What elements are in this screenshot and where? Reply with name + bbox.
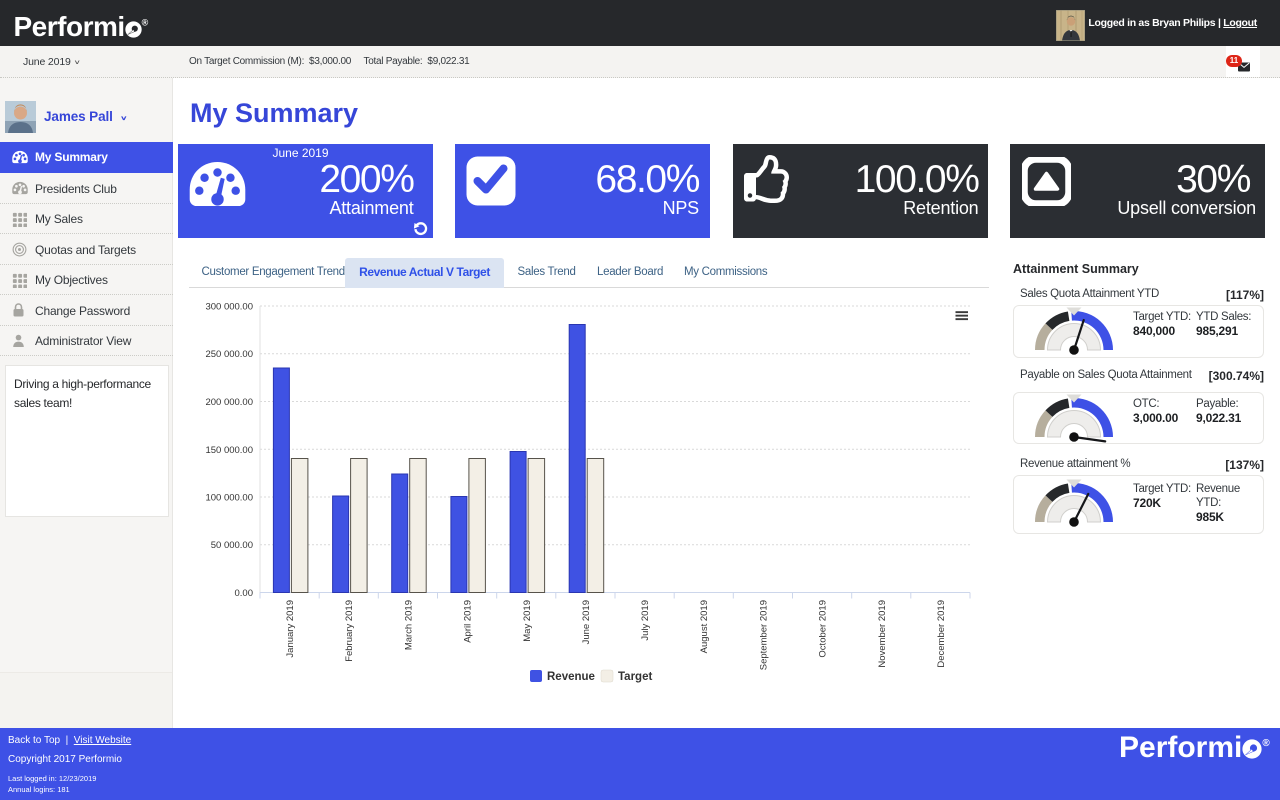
svg-text:April 2019: April 2019 — [463, 600, 474, 643]
svg-text:March 2019: March 2019 — [403, 600, 414, 650]
svg-text:January 2019: January 2019 — [285, 600, 296, 658]
svg-text:0.00: 0.00 — [235, 588, 254, 599]
svg-text:200 000.00: 200 000.00 — [205, 397, 253, 408]
svg-text:November 2019: November 2019 — [877, 600, 888, 668]
svg-text:December 2019: December 2019 — [936, 600, 947, 668]
svg-text:September 2019: September 2019 — [758, 600, 769, 670]
svg-text:50 000.00: 50 000.00 — [211, 540, 253, 551]
svg-text:August 2019: August 2019 — [699, 600, 710, 653]
svg-text:Target: Target — [618, 671, 652, 683]
svg-text:June 2019: June 2019 — [581, 600, 592, 644]
svg-text:February 2019: February 2019 — [344, 600, 355, 662]
svg-text:300 000.00: 300 000.00 — [205, 302, 253, 313]
svg-text:150 000.00: 150 000.00 — [205, 445, 253, 456]
svg-text:100 000.00: 100 000.00 — [205, 493, 253, 504]
svg-text:October 2019: October 2019 — [818, 600, 829, 658]
svg-text:July 2019: July 2019 — [640, 600, 651, 641]
svg-text:May 2019: May 2019 — [522, 600, 533, 642]
svg-text:Revenue: Revenue — [547, 671, 595, 683]
svg-text:250 000.00: 250 000.00 — [205, 349, 253, 360]
